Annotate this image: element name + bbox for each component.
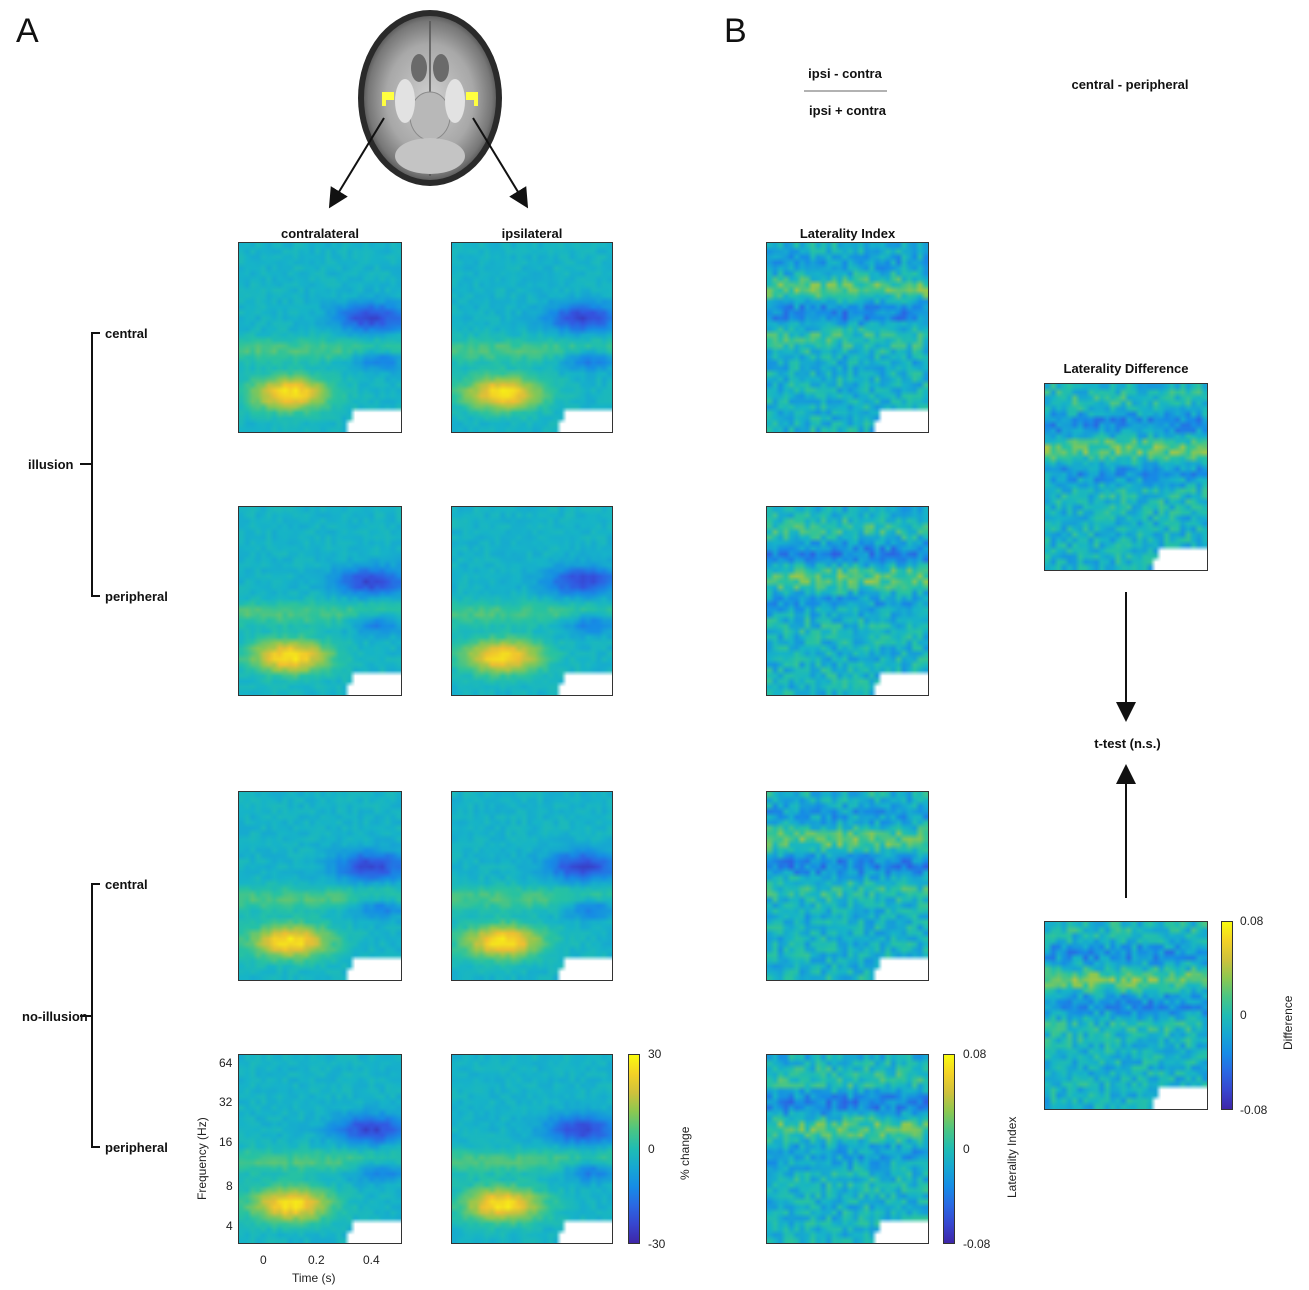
- colorbar-laterality-max: 0.08: [963, 1047, 987, 1061]
- laterality-heatmap: [766, 1054, 929, 1244]
- laterality-heatmap: [1044, 921, 1208, 1110]
- colorbar-power-max: 30: [648, 1047, 662, 1061]
- xlabel-time: Time (s): [292, 1271, 336, 1285]
- laterality-heatmap: [1044, 383, 1208, 571]
- colorbar-difference-label: Difference: [1281, 995, 1295, 1050]
- ytick-32: 32: [219, 1095, 233, 1109]
- condition-label-peripheral: peripheral: [105, 589, 168, 604]
- condition-label-central: central: [105, 877, 148, 892]
- power-heatmap: [238, 242, 402, 433]
- roi-right: [466, 92, 478, 106]
- power-heatmap: [238, 506, 402, 696]
- colorbar-laterality-min: -0.08: [963, 1237, 991, 1251]
- panel-letter-b: B: [724, 12, 747, 50]
- group-label-no-illusion: no-illusion: [22, 1009, 88, 1024]
- roi-left: [382, 92, 394, 106]
- column-header-contralateral: contralateral: [280, 226, 360, 241]
- arrow-to-contralateral: [328, 117, 385, 209]
- formula-denominator: ipsi + contra: [809, 103, 886, 118]
- colorbar-laterality-mid: 0: [963, 1142, 970, 1156]
- bracket-no-illusion: [91, 883, 100, 1148]
- xtick-0.4: 0.4: [363, 1253, 380, 1267]
- colorbar-laterality-label: Laterality Index: [1005, 1116, 1019, 1198]
- colorbar-difference-min: -0.08: [1240, 1103, 1268, 1117]
- ytick-16: 16: [219, 1135, 233, 1149]
- formula-numerator: ipsi - contra: [808, 66, 882, 81]
- bracket-illusion: [91, 332, 100, 597]
- colorbar-laterality: [943, 1054, 955, 1244]
- ytick-64: 64: [219, 1056, 233, 1070]
- ytick-4: 4: [226, 1219, 233, 1233]
- colorbar-power-min: -30: [648, 1237, 666, 1251]
- power-heatmap: [451, 1054, 613, 1244]
- ylabel-frequency: Frequency (Hz): [195, 1117, 209, 1200]
- power-heatmap: [238, 791, 402, 981]
- xtick-0.2: 0.2: [308, 1253, 325, 1267]
- ytick-8: 8: [226, 1179, 233, 1193]
- contrast-label: central - peripheral: [1071, 77, 1189, 92]
- power-heatmap: [451, 791, 613, 981]
- condition-label-central: central: [105, 326, 148, 341]
- condition-label-peripheral: peripheral: [105, 1140, 168, 1155]
- laterality-heatmap: [766, 242, 929, 433]
- brain-axial-slice: [358, 10, 502, 186]
- colorbar-difference-mid: 0: [1240, 1008, 1247, 1022]
- panel-letter-a: A: [16, 12, 39, 50]
- power-heatmap: [451, 506, 613, 696]
- colorbar-difference-max: 0.08: [1240, 914, 1264, 928]
- ttest-label: t-test (n.s.): [1094, 736, 1161, 751]
- column-header-ipsilateral: ipsilateral: [501, 226, 563, 241]
- column-header-laterality-index: Laterality Index: [799, 226, 896, 241]
- colorbar-difference: [1221, 921, 1233, 1110]
- group-label-illusion: illusion: [28, 457, 74, 472]
- column-header-laterality-difference: Laterality Difference: [1063, 361, 1189, 376]
- power-heatmap: [451, 242, 613, 433]
- laterality-heatmap: [766, 791, 929, 981]
- power-heatmap: [238, 1054, 402, 1244]
- laterality-heatmap: [766, 506, 929, 696]
- arrow-to-ipsilateral: [472, 117, 529, 209]
- colorbar-power: [628, 1054, 640, 1244]
- xtick-0: 0: [260, 1253, 267, 1267]
- colorbar-power-label: % change: [678, 1126, 692, 1180]
- colorbar-power-mid: 0: [648, 1142, 655, 1156]
